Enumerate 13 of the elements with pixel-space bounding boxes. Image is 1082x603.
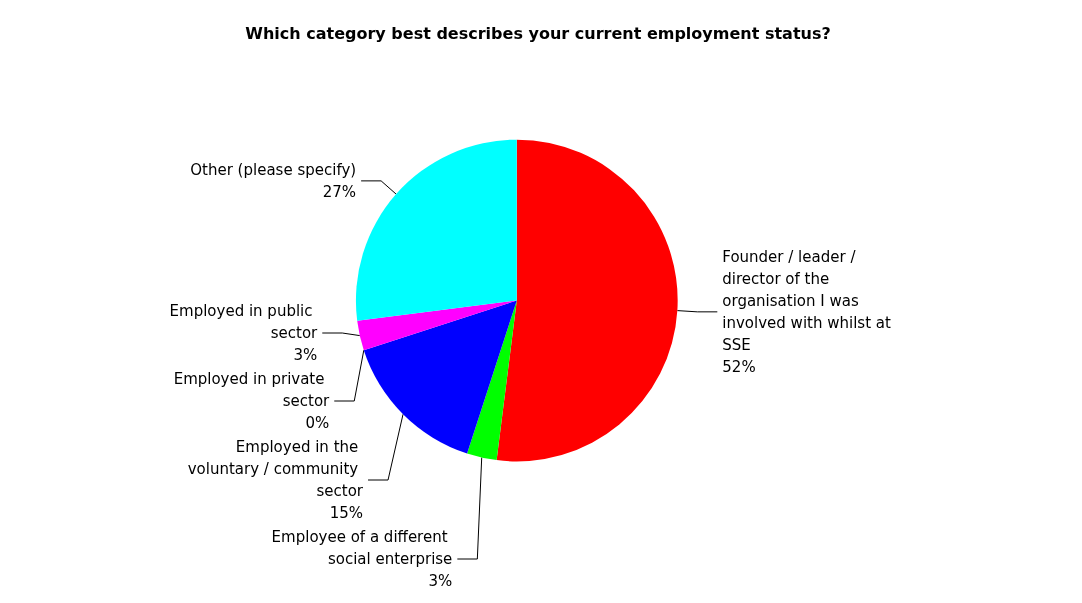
slice-label: Founder / leader / director of the organisation I was involved with whilst at SSE [722, 247, 896, 354]
data-label: 3% [428, 572, 453, 590]
slice-label: Other (please specify) [190, 160, 357, 179]
data-label: 3% [293, 346, 318, 364]
slice-label: Employed in the voluntary / community sector [187, 438, 364, 500]
text: 0% [305, 414, 330, 432]
data-label: 27% [322, 182, 357, 201]
data-label: 52% [722, 357, 756, 376]
chart-title: Which category best describes your current employment status? [245, 23, 831, 43]
data-label: 15% [329, 504, 364, 522]
slice-label: Employee of a different social enterprise [271, 528, 453, 568]
slice-label: Employed in public sector [169, 302, 319, 342]
category-label: Employed in private sector [173, 370, 330, 410]
